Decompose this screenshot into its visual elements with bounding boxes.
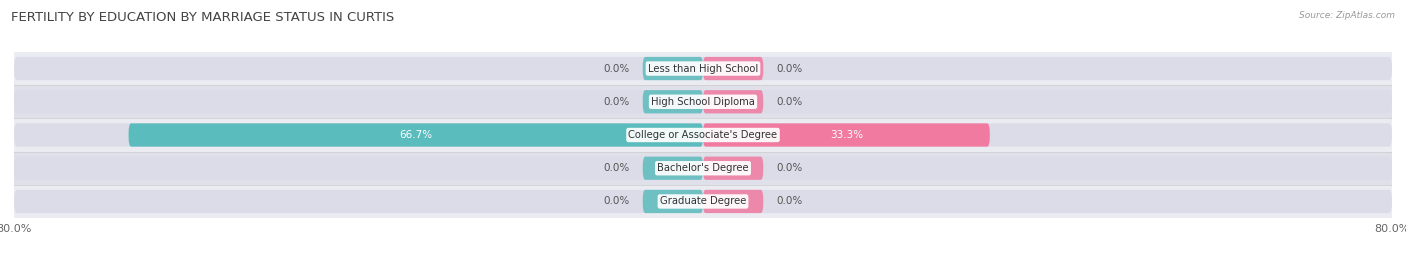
FancyBboxPatch shape [14,123,1392,147]
FancyBboxPatch shape [643,190,703,213]
FancyBboxPatch shape [703,90,763,113]
Bar [14,185,1392,218]
Text: 0.0%: 0.0% [776,197,803,207]
Text: 0.0%: 0.0% [603,163,630,173]
Text: Graduate Degree: Graduate Degree [659,197,747,207]
FancyBboxPatch shape [14,90,1392,113]
Text: Less than High School: Less than High School [648,63,758,73]
Text: High School Diploma: High School Diploma [651,97,755,107]
Text: 0.0%: 0.0% [603,97,630,107]
FancyBboxPatch shape [14,190,1392,213]
Bar [14,152,1392,185]
Text: 0.0%: 0.0% [776,63,803,73]
FancyBboxPatch shape [643,90,703,113]
FancyBboxPatch shape [128,123,703,147]
Text: 33.3%: 33.3% [830,130,863,140]
Text: 0.0%: 0.0% [603,63,630,73]
FancyBboxPatch shape [703,190,763,213]
Text: Bachelor's Degree: Bachelor's Degree [657,163,749,173]
Text: 0.0%: 0.0% [603,197,630,207]
FancyBboxPatch shape [703,123,990,147]
Text: 0.0%: 0.0% [776,163,803,173]
Text: 66.7%: 66.7% [399,130,433,140]
Text: Source: ZipAtlas.com: Source: ZipAtlas.com [1299,11,1395,20]
Text: College or Associate's Degree: College or Associate's Degree [628,130,778,140]
FancyBboxPatch shape [703,157,763,180]
Bar [14,118,1392,152]
Bar [14,52,1392,85]
FancyBboxPatch shape [643,157,703,180]
FancyBboxPatch shape [703,57,763,80]
Text: 0.0%: 0.0% [776,97,803,107]
FancyBboxPatch shape [14,157,1392,180]
FancyBboxPatch shape [643,57,703,80]
Bar [14,85,1392,118]
Text: FERTILITY BY EDUCATION BY MARRIAGE STATUS IN CURTIS: FERTILITY BY EDUCATION BY MARRIAGE STATU… [11,11,395,24]
FancyBboxPatch shape [14,57,1392,80]
